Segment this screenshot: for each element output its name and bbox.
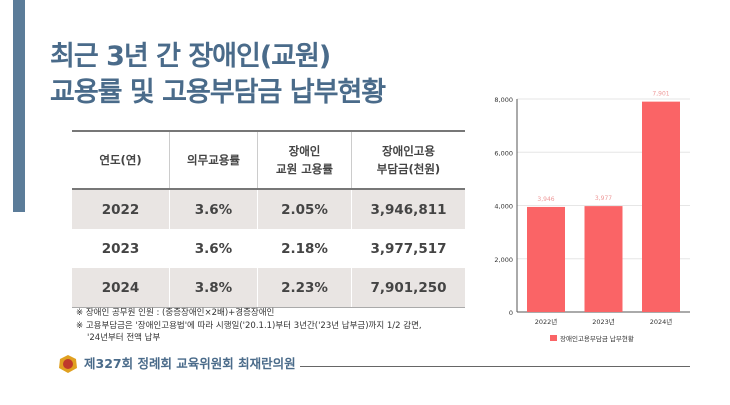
x-tick-label: 2024년 [650, 317, 673, 326]
table-row: 2022 3.6% 2.05% 3,946,811 [72, 189, 465, 229]
header-text: 부담금(천원) [376, 162, 441, 176]
cell: 2024 [72, 268, 170, 308]
header-text: 장애인 [288, 144, 321, 158]
cell: 3,946,811 [351, 189, 465, 229]
council-emblem-icon [59, 355, 77, 373]
cell: 7,901,250 [351, 268, 465, 308]
divider-line [300, 366, 690, 367]
bar [642, 101, 680, 312]
table-row: 2023 3.6% 2.18% 3,977,517 [72, 229, 465, 268]
header-mandatory-rate: 의무교용률 [169, 130, 258, 190]
y-tick-label: 2,000 [494, 256, 513, 264]
bar [584, 206, 623, 312]
data-table: 연도(연) 의무교용률 장애인 교원 고용률 장애인고용 부담금(천원) 2022 3… [72, 130, 465, 308]
bar [527, 206, 565, 312]
footnote: '24년부터 전액 납부 [87, 333, 161, 343]
header-text: 의무교용률 [187, 153, 240, 167]
header-year: 연도(연) [72, 130, 170, 190]
council-signature: 제327회 정례회 교육위원회 최재란의원 [84, 356, 296, 371]
header-text: 교원 고용률 [276, 162, 333, 176]
footnote: ※ 장애인 공무원 인원 : (중증장애인×2배)+경증장애인 [76, 308, 275, 318]
accent-bar [13, 0, 25, 212]
data-label: 3,977 [595, 195, 612, 202]
legend-label: 장애인고용부담금 납부현황 [560, 334, 634, 343]
footnote: ※ 고용부담금은 '장애인고용법'에 따라 시행일('20.1.1)부터 3년간… [76, 321, 422, 331]
header-text: 연도(연) [99, 153, 142, 167]
y-tick-label: 4,000 [494, 203, 513, 211]
table-row: 2024 3.8% 2.23% 7,901,250 [72, 268, 465, 308]
x-tick-label: 2022년 [535, 317, 558, 326]
cell: 3.6% [169, 229, 258, 268]
cell: 3.8% [169, 268, 258, 308]
page-title-line1: 최근 3년 간 장애인(교원) [50, 41, 331, 72]
cell: 2.23% [257, 268, 352, 308]
header-text: 장애인고용 [382, 144, 435, 158]
y-tick-label: 6,000 [494, 149, 513, 157]
cell: 3,977,517 [351, 229, 465, 268]
y-tick-label: 8,000 [494, 96, 513, 104]
bar-chart: 0 2,000 4,000 6,000 8,000 3,946 2022년 3,977 2023… [494, 91, 690, 343]
cell: 2.05% [257, 189, 352, 229]
x-tick-label: 2023년 [592, 317, 615, 326]
data-label: 3,946 [537, 196, 554, 203]
legend-swatch [550, 335, 557, 341]
cell: 2.18% [257, 229, 352, 268]
data-label: 7,901 [652, 91, 669, 98]
cell: 2022 [72, 189, 170, 229]
cell: 3.6% [169, 189, 258, 229]
cell: 2023 [101, 240, 140, 257]
y-tick-label: 0 [509, 309, 513, 317]
page-title-line2: 교용률 및 고용부담금 납부현황 [50, 77, 386, 108]
